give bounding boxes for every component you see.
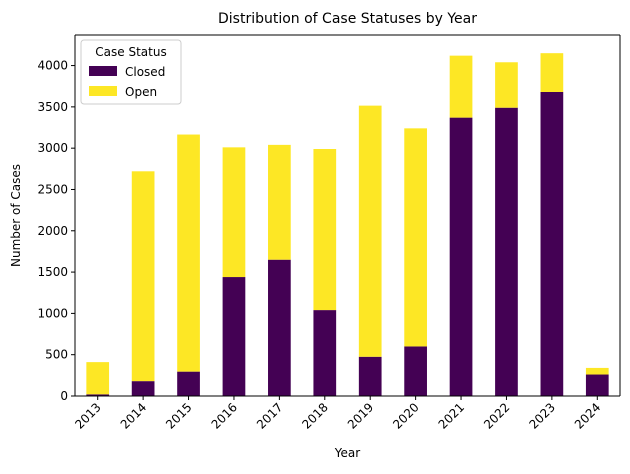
bar-open-2022 bbox=[495, 62, 518, 108]
bar-open-2015 bbox=[177, 134, 200, 372]
bar-closed-2016 bbox=[222, 277, 246, 396]
y-tick-label: 500 bbox=[45, 348, 68, 362]
legend-title: Case Status bbox=[95, 45, 166, 59]
y-tick-label: 2500 bbox=[37, 182, 68, 196]
bar-closed-2017 bbox=[268, 259, 291, 396]
y-tick-label: 3000 bbox=[37, 141, 68, 155]
y-tick-label: 0 bbox=[60, 389, 68, 403]
bar-closed-2024 bbox=[585, 374, 609, 396]
bar-closed-2021 bbox=[449, 117, 473, 396]
y-tick-label: 1000 bbox=[37, 306, 68, 320]
bar-closed-2019 bbox=[358, 356, 382, 396]
bar-open-2020 bbox=[404, 128, 427, 347]
legend-label-open: Open bbox=[125, 85, 157, 99]
legend-swatch-open bbox=[89, 86, 117, 96]
chart-title: Distribution of Case Statuses by Year bbox=[218, 11, 477, 27]
bar-open-2023 bbox=[540, 53, 564, 92]
bar-closed-2013 bbox=[86, 394, 110, 396]
legend-label-closed: Closed bbox=[125, 65, 165, 79]
y-tick-label: 2000 bbox=[37, 224, 68, 238]
legend: Case Status Closed Open bbox=[80, 39, 182, 105]
y-axis-label: Number of Cases bbox=[9, 164, 23, 267]
bar-open-2019 bbox=[358, 105, 382, 357]
bar-closed-2020 bbox=[404, 346, 427, 396]
bar-open-2017 bbox=[268, 144, 291, 260]
bar-open-2016 bbox=[222, 147, 246, 278]
bar-open-2013 bbox=[86, 362, 110, 395]
x-axis-label: Year bbox=[334, 446, 360, 460]
bar-closed-2023 bbox=[540, 92, 564, 396]
y-tick-label: 4000 bbox=[37, 59, 68, 73]
bar-open-2021 bbox=[449, 55, 473, 118]
bars-layer bbox=[86, 53, 609, 397]
bar-closed-2018 bbox=[313, 310, 337, 396]
bar-closed-2022 bbox=[495, 107, 518, 397]
bar-open-2018 bbox=[313, 149, 337, 311]
bar-closed-2014 bbox=[131, 381, 155, 396]
y-tick-label: 3500 bbox=[37, 100, 68, 114]
y-tick-label: 1500 bbox=[37, 265, 68, 279]
bar-open-2014 bbox=[131, 171, 155, 382]
bar-closed-2015 bbox=[177, 371, 200, 396]
bar-open-2024 bbox=[585, 367, 609, 375]
legend-swatch-closed bbox=[89, 66, 117, 76]
